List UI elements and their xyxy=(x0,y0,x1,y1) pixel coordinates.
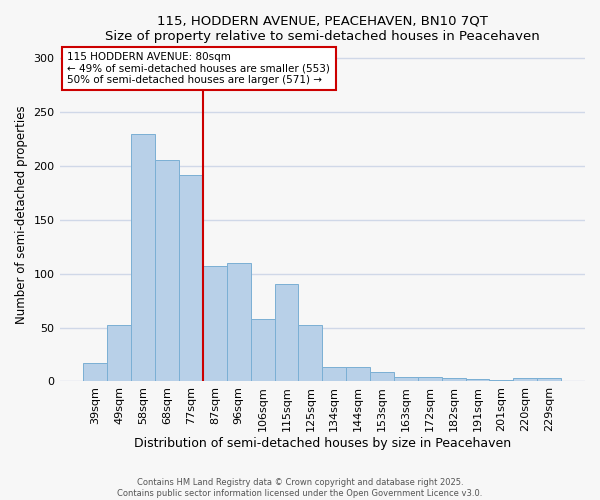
X-axis label: Distribution of semi-detached houses by size in Peacehaven: Distribution of semi-detached houses by … xyxy=(134,437,511,450)
Bar xyxy=(107,326,131,382)
Bar xyxy=(442,378,466,382)
Bar xyxy=(298,326,322,382)
Bar xyxy=(322,368,346,382)
Bar xyxy=(370,372,394,382)
Bar xyxy=(275,284,298,382)
Bar xyxy=(131,134,155,382)
Bar xyxy=(466,380,490,382)
Bar xyxy=(203,266,227,382)
Bar xyxy=(514,378,537,382)
Bar xyxy=(490,380,514,382)
Text: 115 HODDERN AVENUE: 80sqm
← 49% of semi-detached houses are smaller (553)
50% of: 115 HODDERN AVENUE: 80sqm ← 49% of semi-… xyxy=(67,52,330,85)
Bar xyxy=(251,319,275,382)
Bar xyxy=(537,378,561,382)
Bar xyxy=(394,377,418,382)
Bar xyxy=(179,176,203,382)
Y-axis label: Number of semi-detached properties: Number of semi-detached properties xyxy=(15,105,28,324)
Bar xyxy=(418,377,442,382)
Title: 115, HODDERN AVENUE, PEACEHAVEN, BN10 7QT
Size of property relative to semi-deta: 115, HODDERN AVENUE, PEACEHAVEN, BN10 7Q… xyxy=(105,15,539,43)
Text: Contains HM Land Registry data © Crown copyright and database right 2025.
Contai: Contains HM Land Registry data © Crown c… xyxy=(118,478,482,498)
Bar xyxy=(346,368,370,382)
Bar xyxy=(227,263,251,382)
Bar xyxy=(155,160,179,382)
Bar xyxy=(83,363,107,382)
